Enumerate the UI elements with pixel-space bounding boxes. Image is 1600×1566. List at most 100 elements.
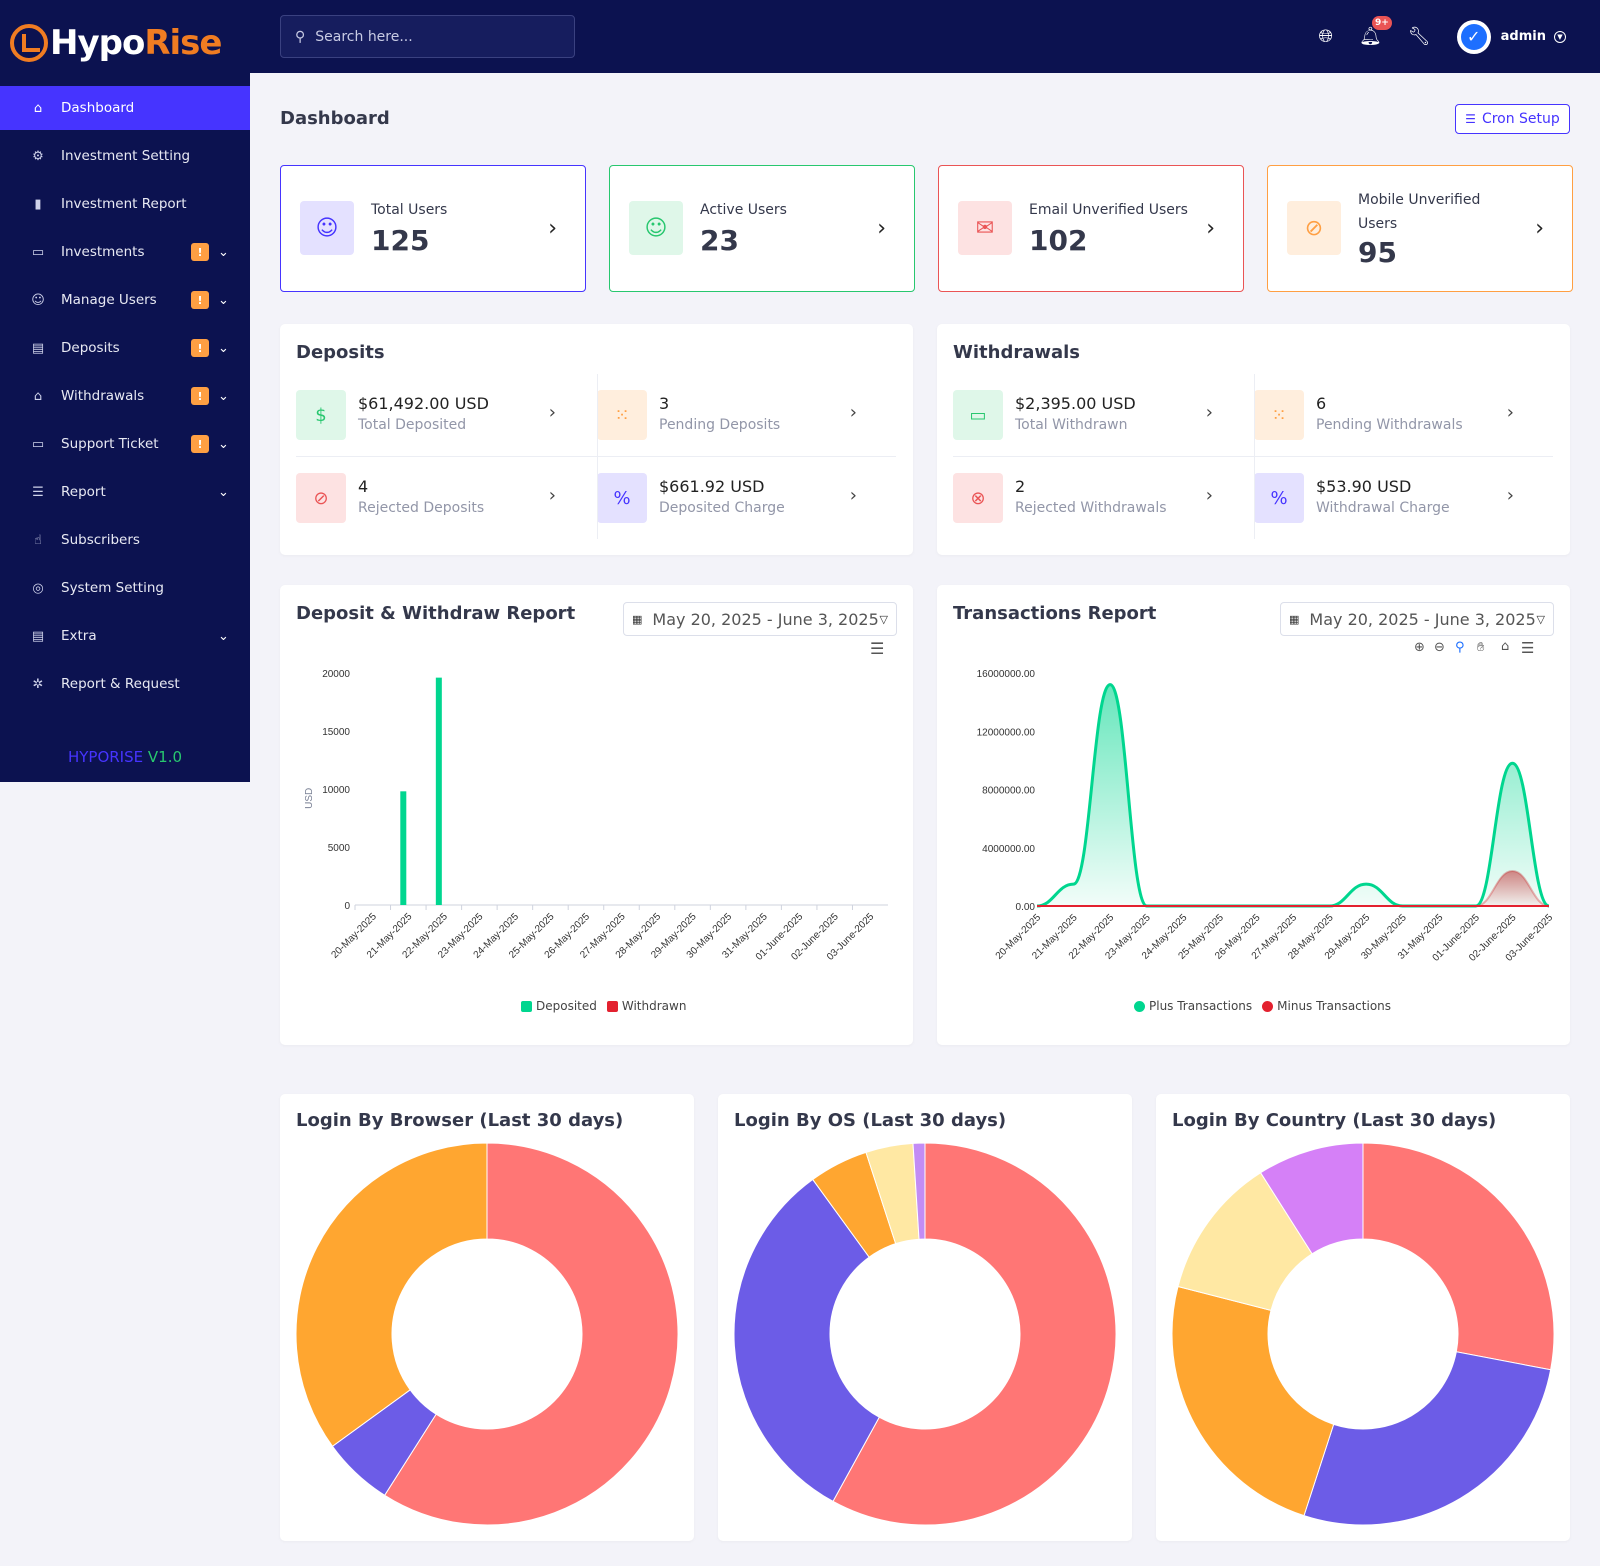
chevron-right-icon[interactable]: › — [548, 216, 557, 241]
bank-icon: ⌂ — [33, 388, 43, 404]
hand-money-icon: $ — [296, 390, 346, 440]
globe-icon[interactable]: 🌐︎ — [1318, 26, 1333, 47]
percent-icon: % — [1254, 473, 1304, 523]
legend-item-minus-transactions[interactable]: Minus Transactions — [1262, 999, 1391, 1013]
bell-icon[interactable]: 🔔︎ 9+ — [1359, 16, 1392, 47]
chevron-down-icon[interactable]: ⌄ — [218, 340, 229, 356]
chevron-right-icon[interactable]: › — [548, 485, 556, 506]
sidebar-item-support-ticket[interactable]: ▭ Support Ticket! ⌄ — [0, 420, 250, 468]
donut-slice-0[interactable] — [383, 1142, 679, 1526]
sidebar-item-investment-setting[interactable]: ⚙ Investment Setting — [0, 132, 250, 180]
withdrawals-stat-withdrawal-charge[interactable]: % $53.90 USD Withdrawal Charge › — [1238, 457, 1534, 539]
version-label: HYPORISE V1.0 — [0, 748, 250, 766]
stat-label: Total Users — [371, 202, 448, 218]
chevron-down-icon[interactable]: ⌄ — [218, 628, 229, 644]
sidebar-item-investments[interactable]: ▭ Investments! ⌄ — [0, 228, 250, 276]
sidebar-item-dashboard[interactable]: ⌂ Dashboard — [0, 86, 250, 130]
chevron-right-icon[interactable]: › — [877, 216, 886, 241]
withdrawals-stat-total-withdrawn[interactable]: ▭ $2,395.00 USD Total Withdrawn › — [937, 374, 1233, 456]
stat-card-total-users[interactable]: ☺ Total Users 125 › — [280, 165, 586, 292]
chevron-right-icon[interactable]: › — [1205, 402, 1213, 423]
sidebar-item-manage-users[interactable]: ☺ Manage Users! ⌄ — [0, 276, 250, 324]
deposits-stat-total-deposited[interactable]: $ $61,492.00 USD Total Deposited › — [280, 374, 576, 456]
stat-card-active-users[interactable]: ☺ Active Users 23 › — [609, 165, 915, 292]
sidebar-item-label: Subscribers — [61, 532, 140, 548]
deposits-card: Deposits $ $61,492.00 USD Total Deposited ›… — [280, 324, 913, 555]
donut-slice-2[interactable] — [295, 1142, 488, 1447]
reset-home-icon[interactable]: ⌂ — [1501, 639, 1510, 654]
sidebar-item-deposits[interactable]: ▤ Deposits! ⌄ — [0, 324, 250, 372]
brand-name-part1: Hypo — [50, 23, 145, 63]
chevron-down-icon[interactable]: ⌄ — [218, 292, 229, 308]
alert-badge: ! — [191, 291, 209, 309]
area-chart-legend: Plus Transactions Minus Transactions — [1134, 999, 1401, 1013]
chevron-right-icon[interactable]: › — [1535, 216, 1544, 241]
chevron-down-icon[interactable]: ⌄ — [218, 436, 229, 452]
brand-logo[interactable]: HypoRise — [0, 0, 250, 86]
chart-menu-icon[interactable]: ☰ — [1521, 639, 1535, 657]
legend-item-plus-transactions[interactable]: Plus Transactions — [1134, 999, 1252, 1013]
stat-card-mobile-unverified-users[interactable]: ⊘ Mobile Unverified Users 95 › — [1267, 165, 1573, 292]
transactions-report-card: Transactions Report ▦ May 20, 2025 - Jun… — [937, 585, 1570, 1045]
bar-deposited-22-May-2025 — [435, 677, 442, 905]
chevron-right-icon[interactable]: › — [548, 402, 556, 423]
donut-slice-0[interactable] — [1362, 1142, 1555, 1371]
stat-label: Total Withdrawn — [1015, 417, 1128, 433]
stat-label: Pending Deposits — [659, 417, 781, 433]
avatar[interactable]: ✓ — [1456, 19, 1491, 54]
donut-slice-4[interactable] — [1259, 1142, 1364, 1255]
username[interactable]: admin — [1500, 29, 1546, 44]
deposits-stat-pending-deposits[interactable]: ⁙ 3 Pending Deposits › — [581, 374, 877, 456]
sidebar-item-extra[interactable]: ▤ Extra ⌄ — [0, 612, 250, 660]
withdrawals-stat-pending-withdrawals[interactable]: ⁙ 6 Pending Withdrawals › — [1238, 374, 1534, 456]
deposit-date-range-picker[interactable]: ▦ May 20, 2025 - June 3, 2025 ▽ — [623, 602, 897, 636]
chevron-right-icon[interactable]: › — [1205, 485, 1213, 506]
chevron-right-icon[interactable]: › — [1206, 216, 1215, 241]
deposit-icon: ▤ — [31, 340, 45, 356]
stat-card-email-unverified-users[interactable]: ✉ Email Unverified Users 102 › — [938, 165, 1244, 292]
donut-slice-0[interactable] — [832, 1142, 1117, 1526]
chevron-down-icon[interactable]: ▼ — [1554, 30, 1566, 43]
zoom-in-icon[interactable]: ⊕ — [1414, 640, 1425, 655]
donut-slice-2[interactable] — [1171, 1285, 1335, 1517]
os-card-title: Login By OS (Last 30 days) — [734, 1110, 1007, 1131]
sidebar-item-system-setting[interactable]: ◎ System Setting — [0, 564, 250, 612]
chevron-down-icon[interactable]: ⌄ — [218, 484, 229, 500]
chevron-right-icon[interactable]: › — [1506, 485, 1514, 506]
donut-slice-1[interactable] — [733, 1178, 880, 1503]
legend-item-deposited[interactable]: Deposited — [521, 999, 597, 1013]
search-input[interactable]: ⚲ Search here... — [280, 15, 575, 58]
ban-icon: ⊘ — [296, 473, 346, 523]
y-tick-label: 10000 — [322, 785, 350, 796]
deposits-stat-deposited-charge[interactable]: % $661.92 USD Deposited Charge › — [581, 457, 877, 539]
zoom-out-icon[interactable]: ⊖ — [1434, 640, 1445, 655]
cron-setup-button[interactable]: ☰ Cron Setup — [1455, 104, 1570, 134]
alert-badge: ! — [191, 243, 209, 261]
deposits-stat-rejected-deposits[interactable]: ⊘ 4 Rejected Deposits › — [280, 457, 576, 539]
magnifier-icon[interactable]: ⚲ — [1455, 640, 1465, 655]
chevron-right-icon[interactable]: › — [849, 485, 857, 506]
sidebar-item-label: Manage Users — [61, 292, 157, 308]
legend-item-withdrawn[interactable]: Withdrawn — [606, 999, 686, 1013]
chevron-down-icon[interactable]: ⌄ — [218, 244, 229, 260]
sidebar-item-withdrawals[interactable]: ⌂ Withdrawals! ⌄ — [0, 372, 250, 420]
sidebar-item-label: Report — [61, 484, 106, 500]
donut-slice-1[interactable] — [1303, 1351, 1552, 1526]
users-icon: ☺ — [31, 292, 45, 308]
donut-slice-4[interactable] — [912, 1142, 926, 1240]
chevron-down-icon[interactable]: ⌄ — [218, 388, 229, 404]
chart-menu-icon[interactable]: ☰ — [870, 639, 885, 658]
chevron-right-icon[interactable]: › — [1506, 402, 1514, 423]
sidebar-item-report[interactable]: ☰ Report ⌄ — [0, 468, 250, 516]
sidebar-item-subscribers[interactable]: ☝ Subscribers — [0, 516, 250, 564]
chevron-right-icon[interactable]: › — [849, 402, 857, 423]
server-icon: ▤ — [31, 628, 45, 644]
chevron-down-icon: ▽ — [879, 612, 888, 626]
deposit-withdraw-report-card: Deposit & Withdraw Report ▦ May 20, 2025… — [280, 585, 913, 1045]
withdrawals-stat-rejected-withdrawals[interactable]: ⊗ 2 Rejected Withdrawals › — [937, 457, 1233, 539]
sidebar-item-investment-report[interactable]: ▮ Investment Report — [0, 180, 250, 228]
sidebar-item-report-request[interactable]: ✲ Report & Request — [0, 660, 250, 708]
wrench-icon[interactable]: 🔧︎ — [1407, 26, 1431, 47]
pan-hand-icon[interactable]: ✋︎ — [1477, 640, 1485, 655]
transactions-date-range-picker[interactable]: ▦ May 20, 2025 - June 3, 2025 ▽ — [1280, 602, 1554, 636]
